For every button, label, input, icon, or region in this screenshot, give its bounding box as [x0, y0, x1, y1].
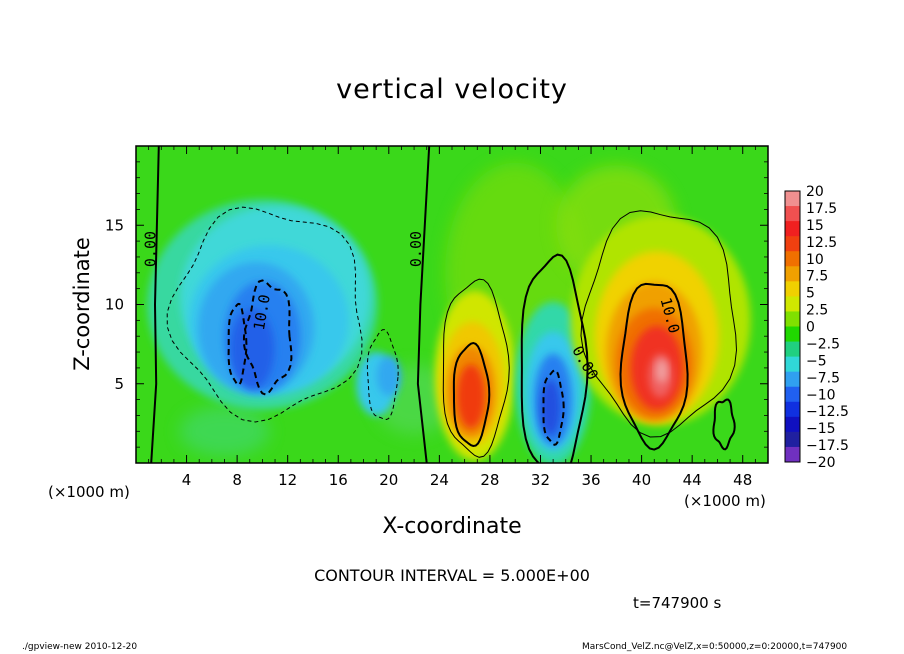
colorbar-label: −10	[806, 387, 836, 403]
x-tick-label: 20	[379, 471, 398, 489]
colorbar-swatch	[785, 311, 800, 327]
colorbar-swatch	[785, 221, 800, 237]
x-tick-label: 12	[278, 471, 297, 489]
contour-line	[542, 369, 565, 446]
colorbar-label: −7.5	[806, 370, 840, 386]
contour-field	[136, 146, 768, 463]
contour-line	[366, 329, 399, 421]
contour-line	[520, 253, 589, 463]
colorbar-swatch	[785, 206, 800, 222]
colorbar-swatch	[785, 356, 800, 373]
x-tick-label: 44	[683, 471, 702, 489]
contour-fill	[230, 308, 275, 389]
colorbar-swatch	[785, 296, 800, 312]
colorbar-label: −12.5	[806, 404, 849, 420]
colorbar-label: 5	[806, 286, 815, 302]
colorbar-swatch	[785, 401, 800, 418]
colorbar-label: 15	[806, 218, 824, 234]
field-shading	[179, 406, 270, 457]
contour-fill	[456, 364, 485, 429]
colorbar-label: −15	[806, 421, 836, 437]
colorbar-swatch	[785, 431, 800, 448]
x-axis-label: X-coordinate	[382, 514, 522, 539]
y-tick-label: 10	[105, 296, 124, 314]
contour-label: 0.00	[142, 231, 160, 267]
y-axis-label: Z-coordinate	[70, 237, 94, 371]
contour-line	[452, 341, 491, 448]
contour-fill	[540, 379, 561, 436]
y-tick-label: 15	[105, 216, 124, 234]
contour-line	[619, 282, 689, 451]
colorbar-swatch	[785, 281, 800, 297]
colorbar: 2017.51512.5107.552.50−2.5−5−7.5−10−12.5…	[784, 184, 849, 471]
colorbar-label: 20	[806, 184, 824, 200]
contour-line	[150, 146, 160, 463]
contour-line	[166, 206, 363, 423]
colorbar-swatch	[785, 386, 800, 403]
footer-left: ./gpview-new 2010-12-20	[22, 642, 138, 652]
x-tick-label: 24	[430, 471, 449, 489]
time-stamp: t=747900 s	[633, 594, 722, 612]
colorbar-swatch	[785, 266, 800, 282]
colorbar-swatch	[785, 236, 800, 252]
colorbar-swatch	[785, 251, 800, 267]
colorbar-label: −20	[806, 455, 836, 471]
colorbar-frame	[784, 190, 801, 463]
contour-line	[712, 398, 736, 451]
colorbar-label: 2.5	[806, 303, 828, 319]
colorbar-label: −5	[806, 353, 827, 369]
x-tick-label: 28	[480, 471, 499, 489]
colorbar-label: 7.5	[806, 269, 828, 285]
colorbar-swatch	[785, 191, 800, 207]
colorbar-swatch	[785, 371, 800, 388]
colorbar-label: 17.5	[806, 201, 837, 217]
x-tick-label: 36	[581, 471, 600, 489]
x-tick-label: 8	[232, 471, 242, 489]
colorbar-swatch	[785, 446, 800, 463]
x-tick-label: 16	[329, 471, 348, 489]
contour-label: 10.0	[250, 293, 274, 332]
contour-line	[227, 302, 248, 386]
x-unit-label-right: (×1000 m)	[684, 492, 766, 510]
colorbar-label: 0	[806, 320, 815, 336]
contour-fill	[376, 355, 401, 396]
contour-line	[442, 278, 510, 458]
colorbar-label: −2.5	[806, 336, 840, 352]
x-tick-label: 32	[531, 471, 550, 489]
contour-line	[242, 279, 293, 396]
x-tick-label: 4	[182, 471, 192, 489]
contour-label: 0.00	[407, 231, 425, 267]
contour-interval: CONTOUR INTERVAL = 5.000E+00	[314, 566, 590, 585]
colorbar-label: 10	[806, 252, 824, 268]
contour-fill	[655, 359, 668, 384]
colorbar-swatch	[785, 326, 800, 343]
x-unit-label-left: (×1000 m)	[48, 483, 130, 501]
y-tick-label: 5	[114, 375, 124, 393]
colorbar-swatch	[785, 416, 800, 433]
footer-right: MarsCond_VelZ.nc@VelZ,x=0:50000,z=0:2000…	[582, 642, 848, 652]
colorbar-label: −17.5	[806, 438, 849, 454]
contour-line	[416, 146, 431, 463]
colorbar-swatch	[785, 341, 800, 358]
chart-title: vertical velocity	[336, 74, 568, 105]
colorbar-label: 12.5	[806, 235, 837, 251]
x-tick-label: 40	[632, 471, 651, 489]
x-tick-label: 48	[733, 471, 752, 489]
